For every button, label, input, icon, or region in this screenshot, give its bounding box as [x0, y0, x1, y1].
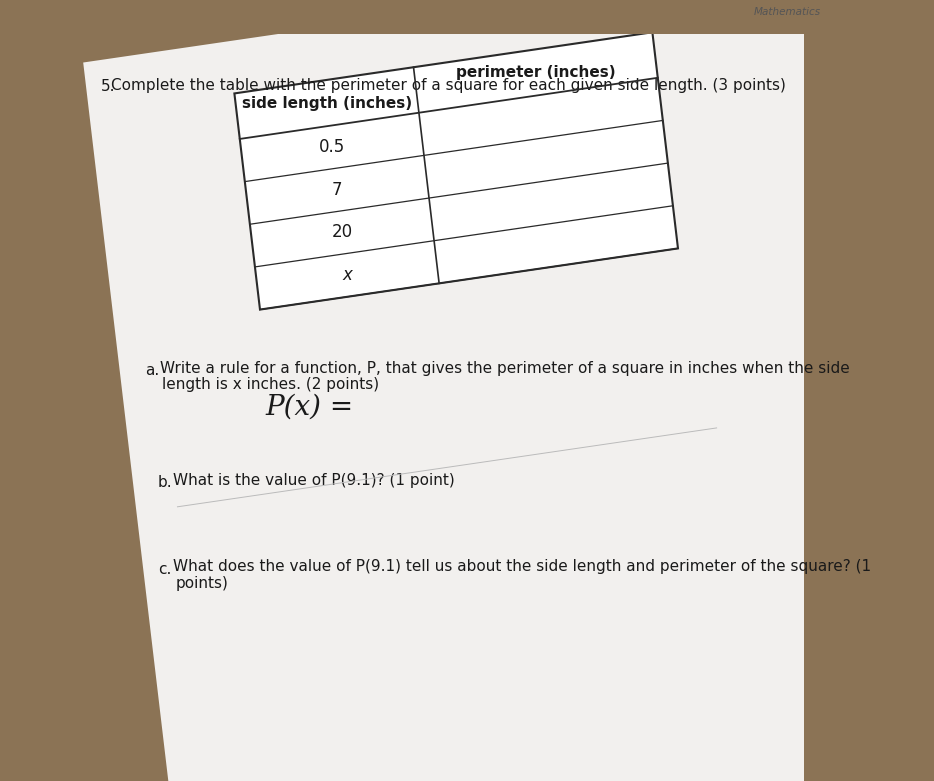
Text: What is the value of P(9.1)? (1 point): What is the value of P(9.1)? (1 point) — [174, 473, 455, 487]
Text: P(x) =: P(x) = — [265, 394, 354, 421]
Bar — [234, 32, 678, 309]
Text: side length (inches): side length (inches) — [242, 95, 412, 111]
Text: 20: 20 — [332, 223, 352, 241]
Bar — [234, 32, 678, 309]
Text: Illustrative: Illustrative — [752, 0, 807, 2]
Text: 0.5: 0.5 — [318, 138, 345, 156]
Text: What does the value of P(9.1) tell us about the side length and perimeter of the: What does the value of P(9.1) tell us ab… — [174, 559, 871, 575]
Text: b.: b. — [158, 475, 173, 490]
Text: Mathematics: Mathematics — [754, 7, 821, 17]
Text: a.: a. — [145, 363, 159, 378]
Text: x: x — [342, 266, 352, 284]
Polygon shape — [83, 0, 934, 781]
Text: length is x inches. (2 points): length is x inches. (2 points) — [163, 377, 379, 392]
Text: points): points) — [176, 576, 228, 590]
Text: 5.: 5. — [101, 79, 115, 95]
Text: 7: 7 — [332, 181, 342, 199]
Text: c.: c. — [158, 562, 171, 576]
Text: Write a rule for a function, P, that gives the perimeter of a square in inches w: Write a rule for a function, P, that giv… — [161, 361, 850, 376]
Text: perimeter (inches): perimeter (inches) — [456, 65, 616, 80]
Text: Complete the table with the perimeter of a square for each given side length. (3: Complete the table with the perimeter of… — [111, 78, 785, 93]
